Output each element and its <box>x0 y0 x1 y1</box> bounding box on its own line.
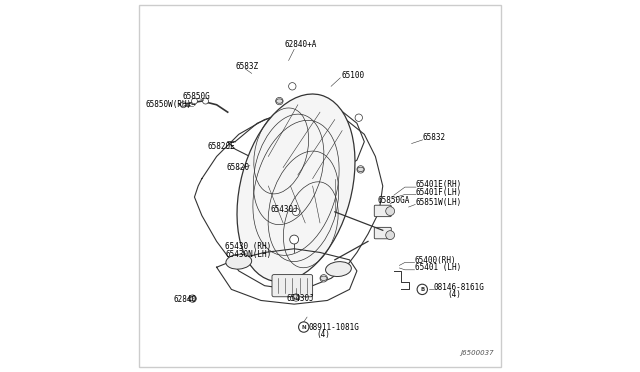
Ellipse shape <box>237 94 355 282</box>
Text: 08146-8161G: 08146-8161G <box>434 283 484 292</box>
Circle shape <box>289 83 296 90</box>
Text: 08911-1081G: 08911-1081G <box>309 323 360 331</box>
FancyBboxPatch shape <box>374 227 391 239</box>
Ellipse shape <box>326 262 351 276</box>
Text: 65850GA: 65850GA <box>377 196 410 205</box>
Text: 65832: 65832 <box>422 133 446 142</box>
Text: 65401E(RH): 65401E(RH) <box>416 180 462 189</box>
FancyBboxPatch shape <box>272 275 312 297</box>
Circle shape <box>191 98 197 104</box>
Text: 65430N(LH): 65430N(LH) <box>225 250 271 259</box>
Circle shape <box>276 97 283 105</box>
Circle shape <box>203 98 209 104</box>
Text: 65851W(LH): 65851W(LH) <box>416 198 462 207</box>
Text: 65430J: 65430J <box>286 294 314 303</box>
Text: 65401 (LH): 65401 (LH) <box>415 263 461 272</box>
Ellipse shape <box>357 167 364 171</box>
Text: 6583Z: 6583Z <box>236 62 259 71</box>
Text: 65100: 65100 <box>341 71 365 80</box>
Text: (4): (4) <box>447 290 461 299</box>
Ellipse shape <box>276 99 283 103</box>
Circle shape <box>292 294 300 301</box>
Text: 65430 (RH): 65430 (RH) <box>225 243 271 251</box>
Text: 65401F(LH): 65401F(LH) <box>416 188 462 197</box>
Text: 65820: 65820 <box>227 163 250 172</box>
Text: 65820E: 65820E <box>207 142 235 151</box>
Circle shape <box>320 275 328 282</box>
Circle shape <box>357 166 364 173</box>
Circle shape <box>355 114 362 121</box>
Ellipse shape <box>321 276 327 280</box>
Text: J6500037: J6500037 <box>460 350 493 356</box>
Ellipse shape <box>189 296 196 301</box>
Text: 65850G: 65850G <box>182 92 211 101</box>
Text: 62840+A: 62840+A <box>285 40 317 49</box>
Circle shape <box>292 208 300 215</box>
Text: N: N <box>301 324 306 330</box>
Circle shape <box>299 322 309 332</box>
Ellipse shape <box>226 254 252 269</box>
Ellipse shape <box>292 295 300 299</box>
Text: (4): (4) <box>316 330 330 339</box>
Circle shape <box>386 207 395 215</box>
Text: 65850W(RH)→: 65850W(RH)→ <box>146 100 196 109</box>
Circle shape <box>180 102 186 108</box>
Circle shape <box>189 295 196 302</box>
Circle shape <box>290 235 299 244</box>
FancyBboxPatch shape <box>374 205 391 217</box>
Text: 62840: 62840 <box>173 295 196 304</box>
Text: 65400(RH): 65400(RH) <box>415 256 456 265</box>
Text: 65430J: 65430J <box>270 205 298 215</box>
Circle shape <box>386 231 395 240</box>
Text: B: B <box>420 287 424 292</box>
Circle shape <box>417 284 428 295</box>
